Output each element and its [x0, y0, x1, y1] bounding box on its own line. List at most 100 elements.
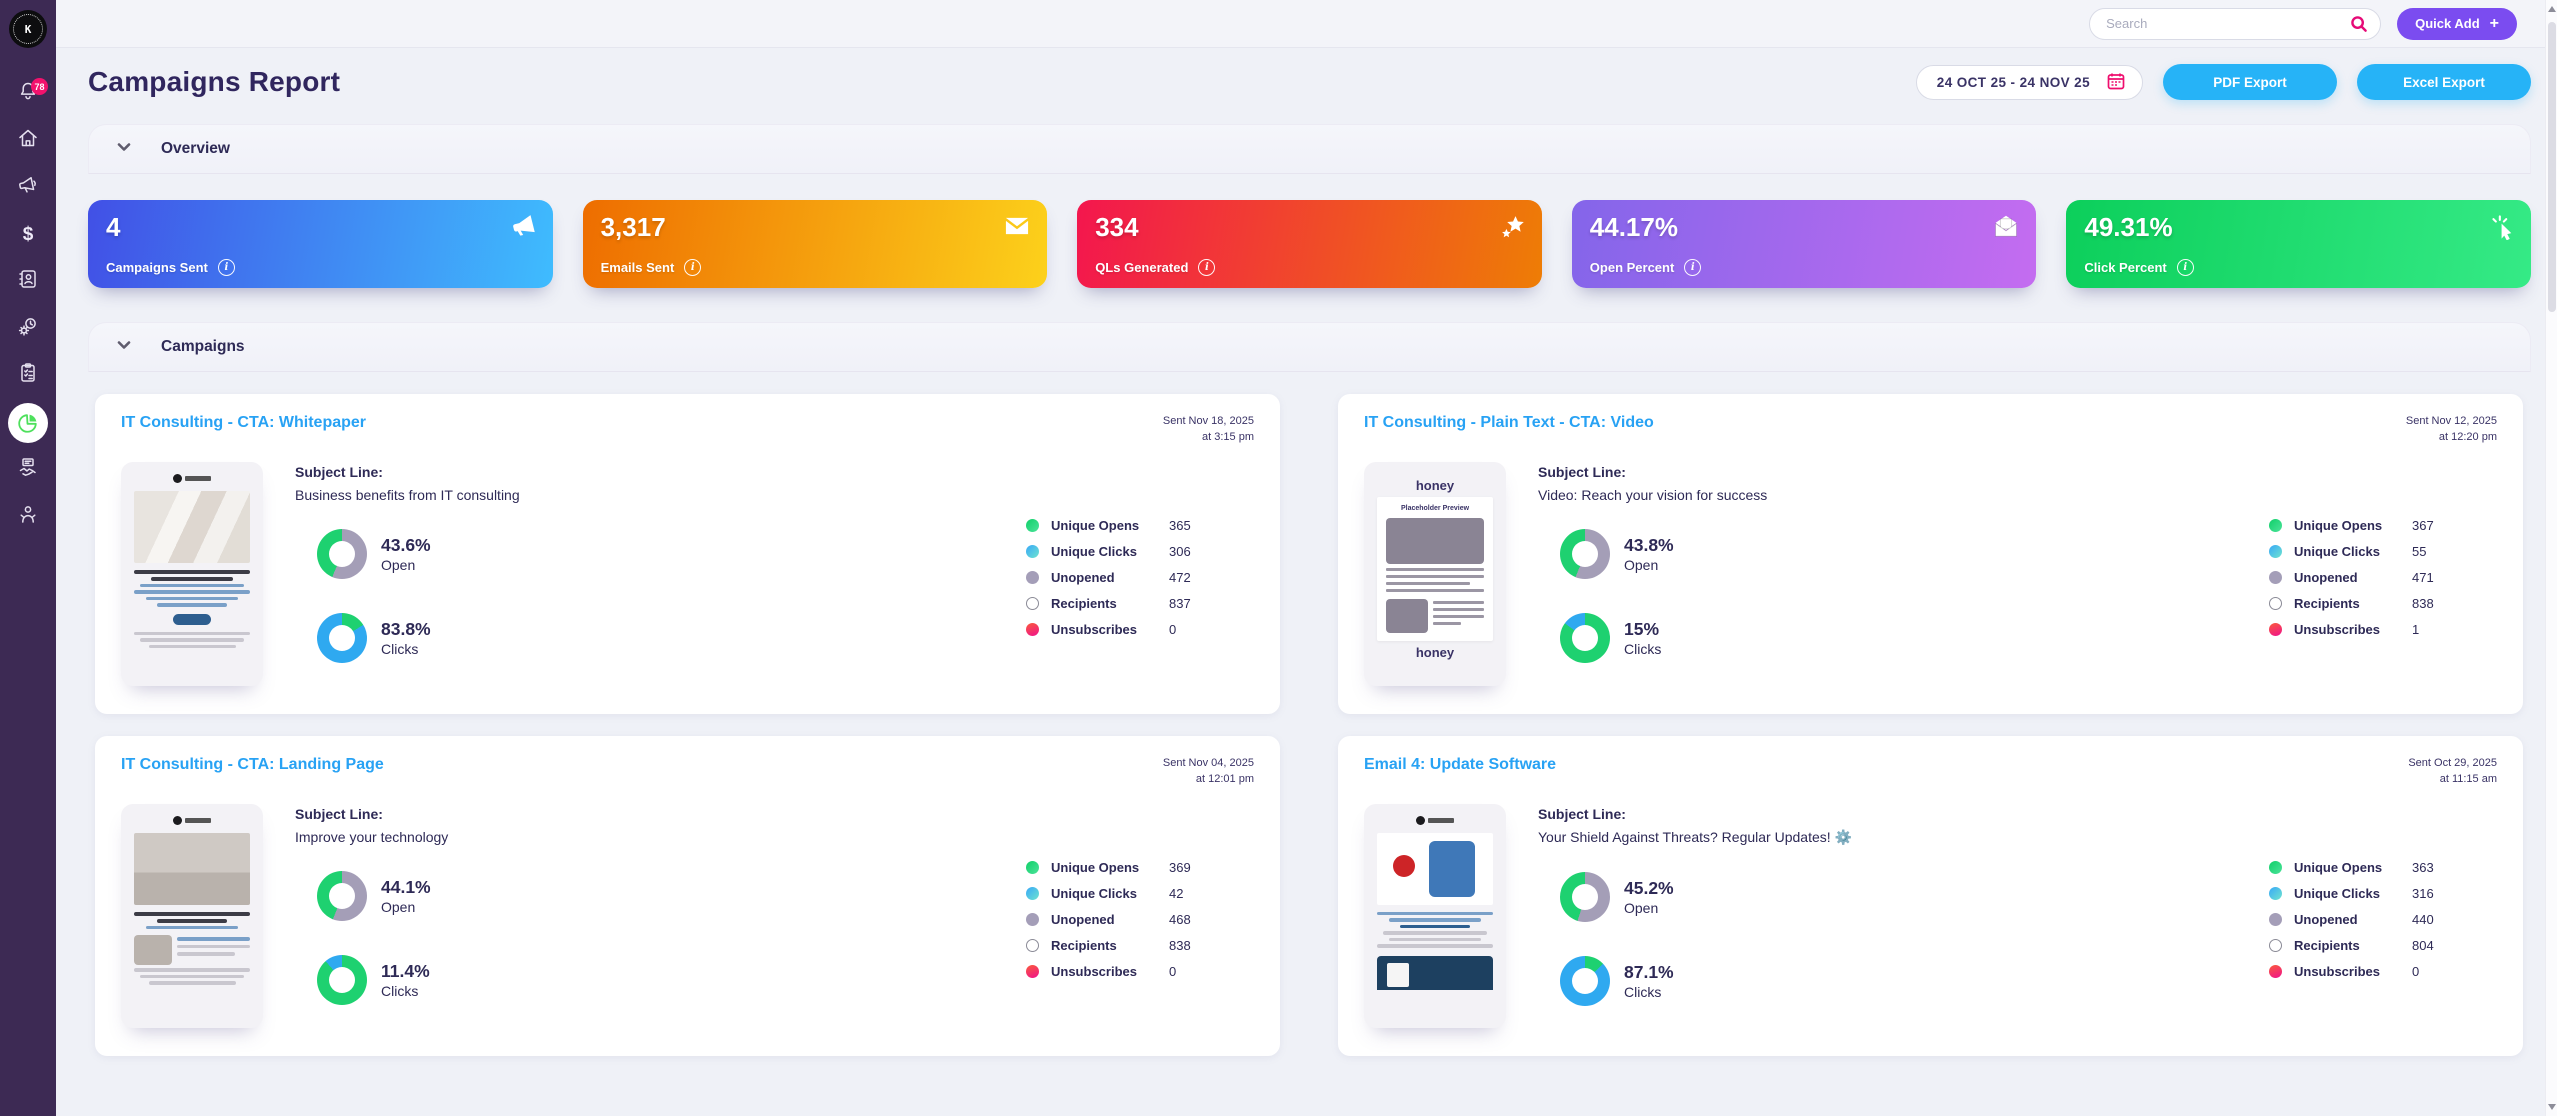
brand-logo-text: honey: [1415, 477, 1455, 493]
email-preview-thumbnail[interactable]: [1364, 803, 1506, 1028]
global-search: [2089, 7, 2382, 40]
search-icon[interactable]: [2349, 14, 2369, 39]
unique-clicks-dot: [2269, 886, 2282, 900]
clipboard-checklist-icon: [16, 361, 40, 390]
unique-clicks-dot: [1026, 886, 1039, 900]
stat-card-qls-generated: 334 QLs Generated i: [1077, 200, 1542, 288]
open-rate-donut: 45.2% Open: [1560, 871, 2269, 922]
overview-section-toggle[interactable]: Overview: [88, 124, 2531, 174]
unique-opens-dot: [1026, 518, 1039, 532]
unsubscribes-dot: [2269, 964, 2282, 978]
sidebar-item-sales[interactable]: $: [0, 211, 56, 258]
sidebar-item-notifications[interactable]: 78: [0, 70, 56, 117]
legend-row: Unique Opens 365: [1026, 518, 1248, 533]
stat-value: 44.17%: [1589, 212, 1678, 242]
stat-label: QLs Generated: [1095, 260, 1189, 275]
click-rate-donut: 87.1% Clicks: [1560, 955, 2269, 1006]
click-rate-donut: 15% Clicks: [1560, 612, 2269, 663]
sidebar-item-reports-active[interactable]: [0, 399, 56, 446]
contacts-book-icon: [16, 267, 40, 296]
scroll-down-arrow[interactable]: [2548, 1104, 2556, 1110]
open-rate-donut: 43.8% Open: [1560, 528, 2269, 579]
cursor-click-icon: [2487, 212, 2515, 245]
stat-label: Open Percent: [1589, 260, 1675, 275]
scrollbar-thumb[interactable]: [2548, 22, 2556, 312]
home-icon: [16, 126, 40, 155]
stat-value: 3,317: [600, 212, 666, 242]
legend-row: Unique Opens 369: [1026, 860, 1248, 875]
campaign-title-link[interactable]: Email 4: Update Software: [1364, 755, 1557, 773]
sidebar-item-tasks[interactable]: [0, 352, 56, 399]
quick-add-button[interactable]: Quick Add +: [2397, 7, 2517, 40]
subject-line-label: Subject Line:: [295, 805, 383, 822]
sidebar-item-home[interactable]: [0, 117, 56, 164]
campaign-card: IT Consulting - CTA: Whitepaper Sent Nov…: [95, 394, 1280, 714]
legend-row: Unsubscribes 1: [2269, 622, 2491, 637]
legend-row: Recipients 838: [2269, 596, 2491, 611]
subject-line-text: Video: Reach your vision for success: [1538, 486, 1768, 503]
notifications-count-badge: 78: [31, 78, 48, 95]
email-preview-thumbnail[interactable]: honey Placeholder Preview honey: [1364, 461, 1506, 686]
campaign-title-link[interactable]: IT Consulting - CTA: Whitepaper: [121, 414, 367, 431]
legend-row: Unsubscribes 0: [2269, 964, 2491, 979]
app-logo[interactable]: K: [9, 10, 47, 48]
info-icon[interactable]: i: [1684, 259, 1702, 276]
open-rate-donut: 43.6% Open: [317, 528, 1026, 579]
email-preview-thumbnail[interactable]: [121, 461, 263, 686]
campaign-title-link[interactable]: IT Consulting - CTA: Landing Page: [121, 755, 384, 773]
legend-row: Recipients 837: [1026, 596, 1248, 611]
campaign-card: Email 4: Update Software Sent Oct 29, 20…: [1338, 735, 2523, 1056]
subject-line-text: Business benefits from IT consulting: [295, 486, 520, 503]
legend-row: Unique Clicks 306: [1026, 544, 1248, 559]
recipients-dot: [2269, 596, 2282, 610]
campaign-sent-date: Sent Nov 12, 2025 at 12:20 pm: [2405, 415, 2497, 443]
gear-clock-icon: [16, 314, 40, 343]
unopened-dot: [2269, 912, 2282, 926]
stat-value: 49.31%: [2084, 212, 2173, 242]
stars-icon: [1498, 212, 1526, 245]
recipients-dot: [1026, 938, 1039, 952]
date-range-picker[interactable]: 24 OCT 25 - 24 NOV 25: [1915, 64, 2143, 100]
legend-row: Unopened 471: [2269, 570, 2491, 585]
legend-row: Unique Clicks 55: [2269, 544, 2491, 559]
campaigns-section-toggle[interactable]: Campaigns: [88, 322, 2531, 372]
unique-opens-dot: [2269, 518, 2282, 532]
scroll-up-arrow[interactable]: [2548, 6, 2556, 12]
megaphone-icon: [16, 173, 40, 202]
legend-row: Unopened 472: [1026, 570, 1248, 585]
sidebar-item-campaigns[interactable]: [0, 164, 56, 211]
info-icon[interactable]: i: [684, 259, 702, 276]
unsubscribes-dot: [2269, 622, 2282, 636]
sidebar-item-referrals[interactable]: [0, 493, 56, 540]
stat-label: Emails Sent: [600, 260, 675, 275]
info-icon[interactable]: i: [217, 259, 235, 276]
search-input[interactable]: [2089, 7, 2382, 40]
sidebar-item-automation[interactable]: [0, 305, 56, 352]
stat-card-click-percent: 49.31% Click Percent i: [2066, 200, 2531, 288]
click-rate-donut: 11.4% Clicks: [317, 954, 1026, 1005]
info-icon[interactable]: i: [2176, 259, 2194, 276]
main-content: Campaigns Report 24 OCT 25 - 24 NOV 25 P…: [56, 48, 2545, 1116]
legend-row: Unique Clicks 316: [2269, 886, 2491, 901]
pdf-export-button[interactable]: PDF Export: [2163, 64, 2337, 100]
recipients-dot: [1026, 596, 1039, 610]
campaign-sent-date: Sent Nov 18, 2025 at 3:15 pm: [1162, 415, 1254, 443]
campaigns-section-label: Campaigns: [161, 338, 245, 355]
bell-icon: [16, 79, 40, 108]
subject-line-label: Subject Line:: [1538, 463, 1626, 480]
campaigns-grid: IT Consulting - CTA: Whitepaper Sent Nov…: [95, 394, 2523, 1056]
email-preview-thumbnail[interactable]: [121, 803, 263, 1028]
unopened-dot: [1026, 912, 1039, 926]
stat-value: 334: [1095, 212, 1139, 242]
sidebar-item-deals[interactable]: [0, 446, 56, 493]
excel-export-button[interactable]: Excel Export: [2357, 64, 2531, 100]
sidebar-item-contacts[interactable]: [0, 258, 56, 305]
click-rate-donut: 83.8% Clicks: [317, 612, 1026, 663]
unique-clicks-dot: [1026, 544, 1039, 558]
legend-row: Unique Clicks 42: [1026, 886, 1248, 901]
campaign-title-link[interactable]: IT Consulting - Plain Text - CTA: Video: [1364, 414, 1654, 431]
vertical-scrollbar[interactable]: [2545, 0, 2557, 1116]
campaign-card: IT Consulting - Plain Text - CTA: Video …: [1338, 394, 2523, 714]
info-icon[interactable]: i: [1198, 259, 1216, 276]
overview-section-label: Overview: [161, 140, 230, 157]
